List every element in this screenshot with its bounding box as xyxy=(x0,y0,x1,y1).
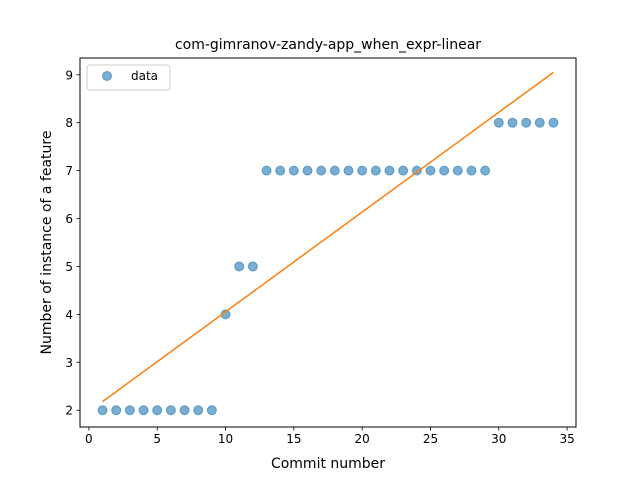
data-point xyxy=(521,117,532,128)
data-point xyxy=(206,405,217,416)
data-point xyxy=(165,405,176,416)
data-point xyxy=(302,165,313,176)
data-point xyxy=(261,165,272,176)
axes-frame xyxy=(79,57,577,428)
data-point xyxy=(247,261,258,272)
y-tick-label: 7 xyxy=(65,164,73,178)
x-tick-label: 30 xyxy=(491,432,506,446)
data-point xyxy=(439,165,450,176)
data-point xyxy=(398,165,409,176)
data-point xyxy=(234,261,245,272)
x-tick-label: 10 xyxy=(218,432,233,446)
data-point xyxy=(548,117,559,128)
data-point xyxy=(329,165,340,176)
plot-area xyxy=(97,71,559,416)
x-tick-label: 5 xyxy=(153,432,161,446)
x-tick-label: 35 xyxy=(559,432,574,446)
data-point xyxy=(111,405,122,416)
data-point xyxy=(193,405,204,416)
x-tick-label: 15 xyxy=(286,432,301,446)
data-point xyxy=(316,165,327,176)
data-point xyxy=(493,117,504,128)
trend-line xyxy=(102,71,554,403)
y-axis-ticks: 2 3 4 5 6 7 8 9 xyxy=(65,68,80,418)
data-point xyxy=(507,117,518,128)
legend: data xyxy=(86,64,171,91)
legend-marker xyxy=(102,71,112,81)
data-point xyxy=(343,165,354,176)
data-point xyxy=(384,165,395,176)
y-tick-label: 6 xyxy=(65,212,73,226)
x-axis-label: Commit number xyxy=(271,456,385,472)
x-tick-label: 25 xyxy=(423,432,438,446)
y-tick-label: 8 xyxy=(65,116,73,130)
x-tick-label: 0 xyxy=(85,432,93,446)
data-point xyxy=(97,405,108,416)
data-point xyxy=(466,165,477,176)
data-point xyxy=(425,165,436,176)
data-point xyxy=(534,117,545,128)
data-point xyxy=(124,405,135,416)
data-point xyxy=(152,405,163,416)
data-point xyxy=(370,165,381,176)
data-point xyxy=(357,165,368,176)
data-point xyxy=(288,165,299,176)
legend-label: data xyxy=(131,69,158,83)
data-point xyxy=(138,405,149,416)
data-point xyxy=(452,165,463,176)
y-tick-label: 3 xyxy=(65,356,73,370)
data-point xyxy=(480,165,491,176)
x-tick-label: 20 xyxy=(355,432,370,446)
data-point xyxy=(179,405,190,416)
data-point xyxy=(275,165,286,176)
y-tick-label: 4 xyxy=(65,308,73,322)
y-tick-label: 5 xyxy=(65,260,73,274)
chart-title: com-gimranov-zandy-app_when_expr-linear xyxy=(175,37,481,53)
y-axis-label: Number of instance of a feature xyxy=(39,131,55,355)
y-tick-label: 9 xyxy=(65,68,73,82)
x-axis-ticks: 0 5 10 15 20 25 30 35 xyxy=(85,427,575,446)
y-tick-label: 2 xyxy=(65,404,73,418)
